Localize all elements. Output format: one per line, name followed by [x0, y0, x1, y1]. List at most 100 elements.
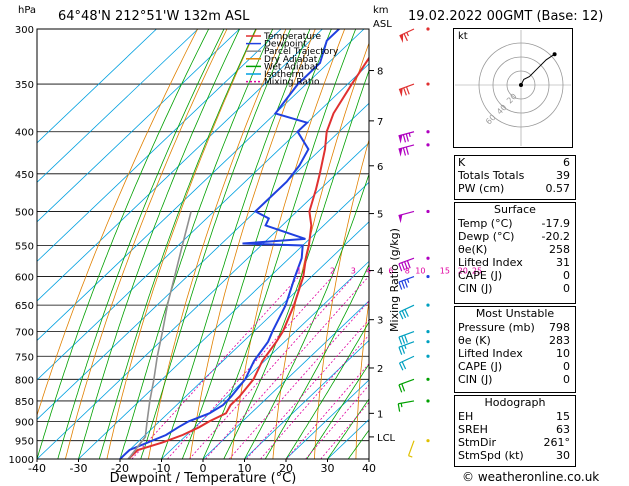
pressure-tick-label: 350	[15, 80, 34, 91]
wet-adiabat-line	[37, 29, 210, 459]
dry-adiabat-line	[106, 29, 257, 459]
isotherm-line	[161, 260, 369, 459]
barb-staff	[398, 378, 415, 386]
wind-barb	[397, 399, 430, 412]
x-tick-label: 10	[238, 462, 252, 475]
index-value: 0	[563, 373, 570, 386]
mixing-ratio-label: 20	[458, 267, 468, 276]
pressure-tick-label: 600	[15, 273, 34, 284]
x-tick-label: 20	[279, 462, 293, 475]
pressure-tick-label: 300	[15, 25, 34, 36]
table-row: CIN (J) 0	[455, 282, 573, 295]
barb-dot	[426, 82, 430, 86]
barb-full-feather	[398, 281, 403, 290]
wet-adiabat-line	[223, 69, 369, 459]
barb-full-feather	[401, 310, 407, 319]
wet-adiabat-line	[244, 173, 369, 459]
index-label: K	[458, 156, 466, 169]
asl-unit: ASL	[373, 19, 392, 30]
hodograph-stats-title: Hodograph	[484, 396, 546, 409]
dry-adiabat-line	[588, 29, 610, 459]
legend-label: Dry Adiabat	[264, 55, 318, 65]
mixing-ratio-label: 1	[296, 267, 301, 276]
isotherm-line	[37, 29, 240, 223]
barb-half-feather	[406, 278, 410, 283]
mixing-ratio-line	[246, 319, 369, 459]
index-value: -17.9	[541, 217, 570, 230]
dry-adiabat-line	[231, 29, 346, 459]
barb-dot	[426, 340, 430, 344]
wet-adiabat-line	[98, 29, 257, 459]
isotherm-line	[37, 63, 369, 381]
wet-adiabat-line	[264, 263, 369, 459]
mixing-ratio-label: 4	[366, 267, 371, 276]
isotherm-line	[37, 29, 323, 302]
wind-barb	[398, 330, 430, 345]
index-label: StmDir	[458, 436, 497, 449]
barb-full-feather	[398, 263, 403, 272]
hodograph-stats-box: Hodograph	[454, 395, 576, 467]
mixing-ratio-label: 6	[388, 267, 393, 276]
barb-full-feather	[405, 86, 410, 95]
dry-adiabat-line	[272, 42, 369, 459]
x-tick-label: -40	[28, 462, 46, 475]
barb-dot	[426, 439, 430, 443]
barb-dot	[426, 377, 430, 381]
index-label: PW (cm)	[458, 182, 505, 195]
hodograph-stats-table: EH 15 SREH 63 StmDir 261° StmSpd (kt) 30	[455, 410, 573, 462]
table-row: CIN (J) 0	[455, 373, 573, 386]
index-value: 39	[556, 169, 570, 182]
wet-adiabat-line	[161, 29, 311, 459]
pressure-tick-label: 800	[15, 375, 34, 386]
barb-full-feather	[404, 309, 409, 317]
index-value: -20.2	[541, 230, 570, 243]
barb-full-feather	[398, 384, 403, 393]
isotherm-line	[244, 339, 369, 459]
mixing-ratio-axis-label: Mixing Ratio (g/kg)	[388, 228, 401, 332]
barb-full-feather	[405, 146, 409, 155]
table-row: θe(K) 258	[455, 243, 573, 256]
index-label: StmSpd (kt)	[458, 449, 524, 462]
barb-full-feather	[397, 403, 401, 412]
index-label: EH	[458, 410, 474, 423]
legend-label: Isotherm	[264, 70, 304, 80]
hodograph-end-marker	[552, 52, 557, 57]
km-tick-label: 3	[377, 316, 383, 327]
barb-full-feather	[401, 383, 406, 392]
pressure-tick-label: 500	[15, 207, 34, 218]
index-label: Totals Totals	[458, 169, 525, 182]
index-value: 63	[556, 423, 570, 436]
km-tick-label: LCL	[377, 433, 396, 444]
barb-half-feather	[408, 132, 411, 138]
wind-barb	[398, 130, 430, 144]
barb-dot	[426, 274, 430, 279]
barb-full-feather	[403, 87, 407, 96]
isotherm-line	[37, 29, 199, 183]
index-label: SREH	[458, 423, 488, 436]
isotherm-line	[78, 181, 369, 459]
barb-staff	[398, 400, 415, 405]
mixing-ratio-line	[260, 334, 369, 459]
table-row: SREH 63	[455, 423, 573, 436]
table-row: θe (K) 283	[455, 334, 573, 347]
x-tick-label: -20	[111, 462, 129, 475]
legend-label: Temperature	[263, 32, 321, 42]
credit[interactable]: © weatheronline.co.uk	[462, 470, 600, 484]
index-label: CAPE (J)	[458, 269, 503, 282]
barb-dot	[426, 209, 430, 214]
hodograph-unit: kt	[458, 31, 468, 42]
dry-adiabat-line	[189, 29, 316, 459]
barb-full-feather	[402, 147, 407, 156]
most-unstable-box: Most Unstable	[454, 306, 576, 393]
index-value: 261°	[543, 436, 571, 449]
index-label: Dewp (°C)	[458, 230, 515, 243]
index-value: 31	[556, 256, 570, 269]
barb-dot	[426, 130, 430, 134]
barb-full-feather	[402, 134, 407, 143]
mixing-ratio-label: 25	[472, 267, 482, 276]
km-tick-label: 4	[377, 267, 383, 278]
index-label: CIN (J)	[458, 282, 493, 295]
index-label: Pressure (mb)	[458, 321, 535, 334]
pressure-tick-label: 950	[15, 437, 34, 448]
wind-barb	[399, 27, 430, 44]
